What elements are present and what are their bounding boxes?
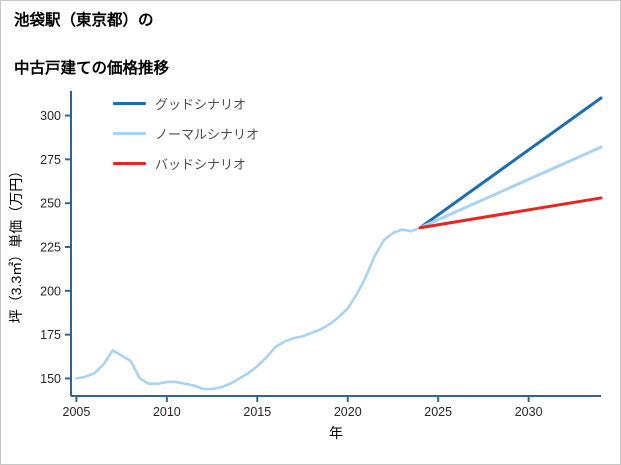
good-scenario-line-swatch-icon bbox=[113, 102, 146, 105]
chart-area: 150 175 200 225 250 275 300 2005 2010 2015 2020 202… bbox=[1, 81, 620, 464]
svg-text:150: 150 bbox=[40, 372, 61, 386]
svg-text:200: 200 bbox=[40, 284, 61, 298]
svg-text:2005: 2005 bbox=[63, 405, 91, 419]
svg-text:250: 250 bbox=[40, 197, 61, 211]
svg-text:2020: 2020 bbox=[334, 405, 362, 419]
svg-text:2025: 2025 bbox=[424, 405, 452, 419]
legend-item-normal-scenario: ノーマルシナリオ bbox=[113, 124, 259, 143]
svg-text:坪（3.3㎡）単価（万円）: 坪（3.3㎡）単価（万円） bbox=[8, 164, 24, 323]
bad-scenario-line-swatch-icon bbox=[113, 162, 146, 165]
legend-label-bad: バッドシナリオ bbox=[155, 157, 247, 172]
normal-scenario-line-swatch-icon bbox=[113, 132, 146, 135]
svg-text:2010: 2010 bbox=[153, 405, 181, 419]
svg-text:175: 175 bbox=[40, 328, 61, 342]
page-title: 池袋駅（東京都）の 中古戸建ての価格推移 bbox=[14, 9, 169, 81]
legend: グッドシナリオ ノーマルシナリオ バッドシナリオ bbox=[113, 94, 259, 173]
page-title-line1: 池袋駅（東京都）の bbox=[14, 12, 154, 29]
legend-item-good-scenario: グッドシナリオ bbox=[113, 94, 259, 113]
page-title-line2: 中古戸建ての価格推移 bbox=[14, 60, 170, 78]
svg-text:300: 300 bbox=[40, 109, 61, 123]
legend-label-normal: ノーマルシナリオ bbox=[155, 127, 260, 142]
price-trend-line-chart: 150 175 200 225 250 275 300 2005 2010 2015 2020 202… bbox=[8, 91, 603, 441]
svg-text:年: 年 bbox=[329, 425, 343, 441]
svg-text:2015: 2015 bbox=[243, 405, 271, 419]
legend-label-good: グッドシナリオ bbox=[155, 97, 247, 112]
legend-item-bad-scenario: バッドシナリオ bbox=[113, 154, 259, 173]
svg-text:2030: 2030 bbox=[515, 405, 543, 419]
svg-text:275: 275 bbox=[40, 153, 61, 167]
svg-text:225: 225 bbox=[40, 241, 61, 255]
